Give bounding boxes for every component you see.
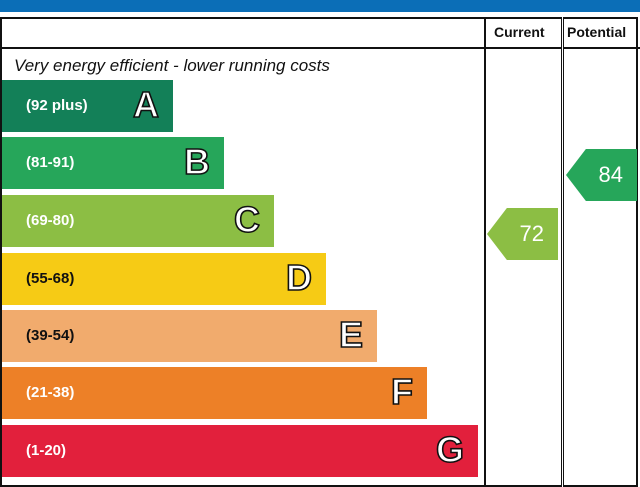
potential-rating-arrow: 84: [566, 149, 637, 201]
band-a: (92 plus) A: [2, 80, 173, 132]
current-rating-value: 72: [519, 221, 544, 246]
band-range: (55-68): [26, 270, 75, 287]
band-c: (69-80) C: [2, 195, 274, 247]
band-letter: B: [183, 140, 211, 183]
column-divider: [561, 17, 564, 487]
band-d: (55-68) D: [2, 253, 326, 305]
header-divider: [0, 47, 640, 49]
caption-top: Very energy efficient - lower running co…: [14, 56, 330, 75]
band-letter: F: [390, 370, 414, 413]
band-range: (92 plus): [26, 97, 88, 114]
band-range: (69-80): [26, 212, 75, 229]
band-range: (81-91): [26, 154, 75, 171]
potential-rating-value: 84: [598, 162, 623, 187]
band-range: (21-38): [26, 384, 75, 401]
band-letter: C: [233, 198, 261, 241]
band-letter: A: [132, 83, 160, 126]
header-potential: Potential: [567, 24, 627, 40]
band-b: (81-91) B: [2, 137, 224, 189]
title-banner: [0, 0, 640, 12]
band-letter: E: [338, 313, 364, 356]
band-f: (21-38) F: [2, 367, 427, 419]
band-range: (1-20): [26, 442, 67, 459]
band-letter: G: [435, 428, 465, 471]
band-range: (39-54): [26, 327, 75, 344]
header-current: Current: [494, 24, 545, 40]
band-letter: D: [285, 256, 313, 299]
column-divider: [484, 17, 486, 487]
band-g: (1-20) G: [2, 425, 478, 477]
band-e: (39-54) E: [2, 310, 377, 362]
